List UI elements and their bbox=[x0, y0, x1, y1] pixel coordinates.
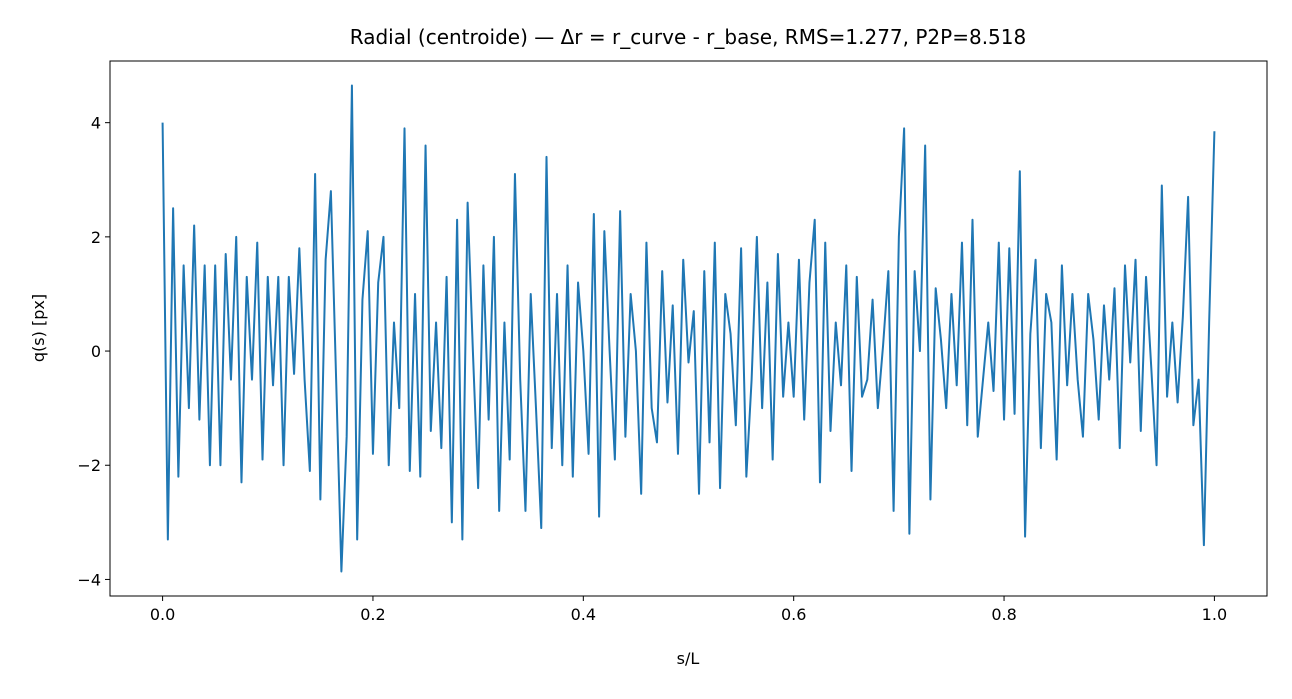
x-tick-label: 0.8 bbox=[991, 605, 1016, 624]
y-tick-label: −2 bbox=[77, 456, 101, 475]
plot-frame bbox=[109, 60, 1268, 597]
x-tick-label: 1.0 bbox=[1202, 605, 1227, 624]
x-tick-label: 0.0 bbox=[150, 605, 175, 624]
data-line bbox=[161, 84, 1216, 573]
y-axis-label: q(s) [px] bbox=[29, 294, 48, 362]
x-axis-label: s/L bbox=[677, 649, 700, 668]
y-tick-label: −4 bbox=[77, 570, 101, 589]
x-tick-label: 0.2 bbox=[360, 605, 385, 624]
y-tick-label: 2 bbox=[91, 228, 101, 247]
chart-title: Radial (centroide) — Δr = r_curve - r_ba… bbox=[350, 25, 1026, 49]
x-tick-label: 0.6 bbox=[781, 605, 806, 624]
y-tick-label: 0 bbox=[91, 342, 101, 361]
x-tick-label: 0.4 bbox=[571, 605, 596, 624]
y-tick-label: 4 bbox=[91, 114, 101, 133]
